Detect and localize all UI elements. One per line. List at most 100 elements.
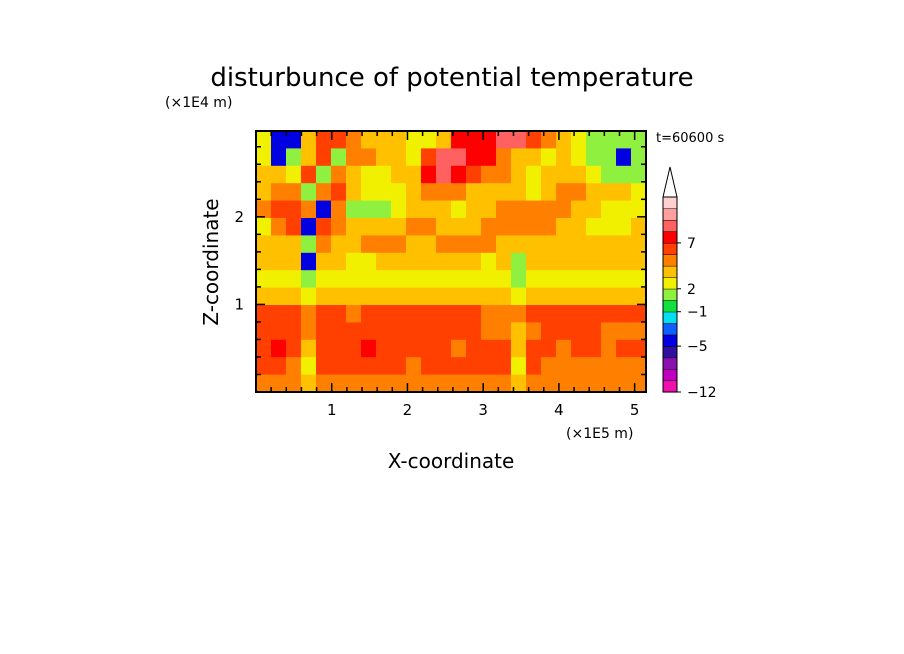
heatmap-cell (556, 287, 572, 306)
heatmap-cell (586, 235, 602, 254)
heatmap-cell (391, 131, 407, 149)
heatmap-cell (271, 305, 287, 323)
heatmap-cell (421, 235, 437, 254)
heatmap-cell (436, 200, 452, 219)
heatmap-cell (451, 148, 467, 167)
heatmap-cell (301, 165, 317, 184)
heatmap-cell (571, 235, 587, 254)
heatmap-cell (376, 374, 392, 393)
heatmap-cell (481, 374, 497, 393)
heatmap-cell (361, 131, 377, 149)
heatmap-cell (256, 339, 272, 358)
heatmap-cell (406, 339, 422, 358)
heatmap-cell (346, 287, 362, 306)
colorbar-label: 7 (687, 236, 696, 252)
heatmap-cell (601, 235, 617, 254)
heatmap-cell (421, 305, 437, 323)
heatmap-cell (301, 200, 317, 219)
heatmap-cell (271, 218, 287, 236)
heatmap-cell (616, 183, 632, 202)
heatmap-cell (346, 235, 362, 254)
heatmap-cell (511, 270, 527, 289)
heatmap-cell (256, 131, 272, 149)
heatmap-cell (541, 183, 557, 202)
heatmap-cell (466, 339, 482, 358)
heatmap-cell (496, 218, 512, 236)
heatmap-cell (541, 235, 557, 254)
heatmap-cell (556, 200, 572, 219)
heatmap-cell (586, 374, 602, 393)
heatmap-cell (541, 252, 557, 271)
heatmap-cell (331, 218, 347, 236)
heatmap-cell (601, 200, 617, 219)
heatmap-cell (541, 218, 557, 236)
heatmap-cell (541, 305, 557, 323)
colorbar-swatch (662, 277, 678, 290)
heatmap-cell (511, 322, 527, 341)
heatmap-cell (286, 148, 302, 167)
heatmap-cell (421, 131, 437, 149)
heatmap-cell (601, 357, 617, 376)
heatmap-cell (451, 322, 467, 341)
heatmap-cell (271, 200, 287, 219)
colorbar-swatch (662, 231, 678, 244)
heatmap-cell (361, 183, 377, 202)
heatmap-cell (601, 305, 617, 323)
heatmap-cell (331, 183, 347, 202)
x-tick-label: 1 (327, 401, 337, 419)
colorbar-swatch (662, 380, 678, 393)
heatmap-cell (421, 165, 437, 184)
heatmap-cell (631, 339, 647, 358)
y-axis-label: Z-coordinate (199, 198, 223, 325)
heatmap-cell (361, 235, 377, 254)
colorbar-swatch (662, 357, 678, 370)
heatmap-cell (466, 218, 482, 236)
heatmap-cell (271, 357, 287, 376)
heatmap-cell (421, 200, 437, 219)
heatmap-cell (391, 322, 407, 341)
heatmap-cell (346, 148, 362, 167)
heatmap-cell (361, 287, 377, 306)
heatmap-cell (496, 200, 512, 219)
heatmap-cell (301, 235, 317, 254)
heatmap-cell (511, 183, 527, 202)
heatmap-cell (556, 339, 572, 358)
heatmap-cell (346, 131, 362, 149)
heatmap-cell (511, 305, 527, 323)
heatmap-cell (616, 287, 632, 306)
heatmap-cell (616, 218, 632, 236)
heatmap-cell (361, 270, 377, 289)
heatmap-cell (361, 200, 377, 219)
x-tick-label: 4 (554, 401, 564, 419)
heatmap-cell (331, 287, 347, 306)
heatmap-cell (601, 131, 617, 149)
heatmap-cell (586, 148, 602, 167)
colorbar-swatch (662, 265, 678, 278)
heatmap-cell (586, 131, 602, 149)
heatmap-cell (286, 305, 302, 323)
heatmap-cell (346, 252, 362, 271)
heatmap-cell (361, 305, 377, 323)
heatmap-cell (541, 339, 557, 358)
heatmap-cell (631, 374, 647, 393)
heatmap-cell (481, 165, 497, 184)
heatmap-cell (256, 270, 272, 289)
heatmap-cell (631, 235, 647, 254)
heatmap-cell (451, 357, 467, 376)
heatmap-cell (316, 305, 332, 323)
heatmap-cell (526, 131, 542, 149)
heatmap-cell (316, 252, 332, 271)
heatmap-cell (376, 270, 392, 289)
heatmap-cell (436, 148, 452, 167)
heatmap-cell (421, 270, 437, 289)
heatmap-cell (406, 322, 422, 341)
heatmap-cell (601, 374, 617, 393)
heatmap-cell (271, 374, 287, 393)
heatmap-cell (481, 200, 497, 219)
plot-area (256, 131, 647, 393)
heatmap-cell (481, 270, 497, 289)
heatmap-cell (361, 339, 377, 358)
heatmap-cell (436, 165, 452, 184)
heatmap-cell (586, 287, 602, 306)
heatmap-cell (391, 287, 407, 306)
